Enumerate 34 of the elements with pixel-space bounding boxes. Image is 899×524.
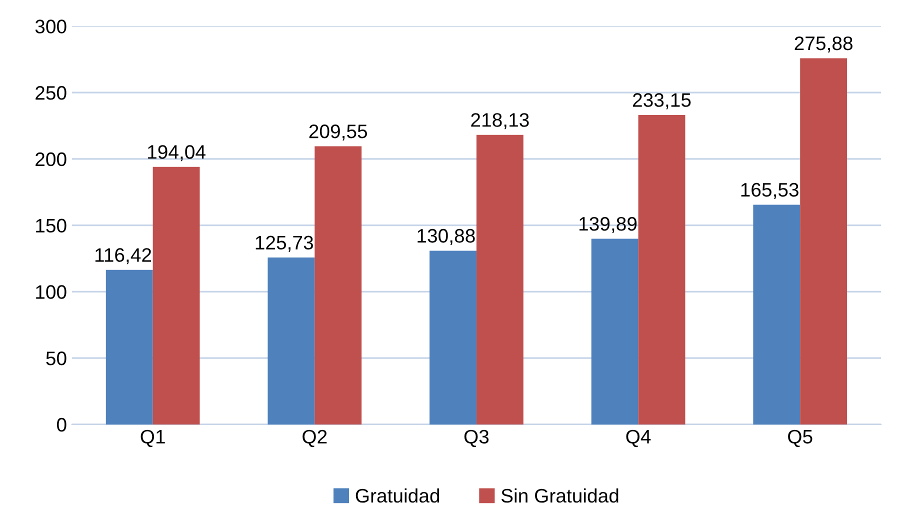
x-tick-label: Q4 [626, 430, 651, 448]
x-tick-label: Q5 [788, 430, 812, 448]
data-label: 165,53 [741, 182, 798, 199]
data-label: 139,89 [579, 216, 637, 234]
y-tick-label: 0 [57, 418, 66, 432]
bar [753, 204, 800, 424]
data-label: 218,13 [471, 113, 529, 130]
y-tick-label: 50 [46, 352, 66, 366]
y-tick-label: 300 [35, 20, 66, 34]
bar [638, 114, 686, 424]
data-label: 125,73 [256, 236, 313, 252]
y-tick-label: 200 [36, 152, 66, 166]
bar [314, 146, 362, 424]
legend-label: Gratuidad [356, 488, 440, 503]
data-label: 275,88 [794, 36, 852, 53]
data-label: 194,04 [148, 145, 206, 162]
data-label: 130,88 [418, 228, 475, 245]
bar [268, 258, 315, 424]
y-tick-label: 250 [36, 86, 66, 100]
x-tick-label: Q2 [302, 430, 327, 448]
bar [800, 58, 848, 424]
bar [152, 166, 200, 424]
bar [476, 134, 524, 424]
y-tick-label: 150 [36, 218, 66, 233]
y-tick-label: 100 [36, 285, 66, 299]
bar [591, 238, 638, 424]
bar [106, 270, 153, 424]
data-label: 116,42 [95, 248, 152, 264]
legend-label: Sin Gratuidad [501, 488, 618, 503]
x-tick-label: Q1 [140, 430, 165, 448]
bar [430, 250, 476, 424]
x-tick-label: Q3 [464, 430, 489, 448]
data-label: 209,55 [309, 124, 368, 141]
data-label: 233,15 [633, 93, 691, 110]
